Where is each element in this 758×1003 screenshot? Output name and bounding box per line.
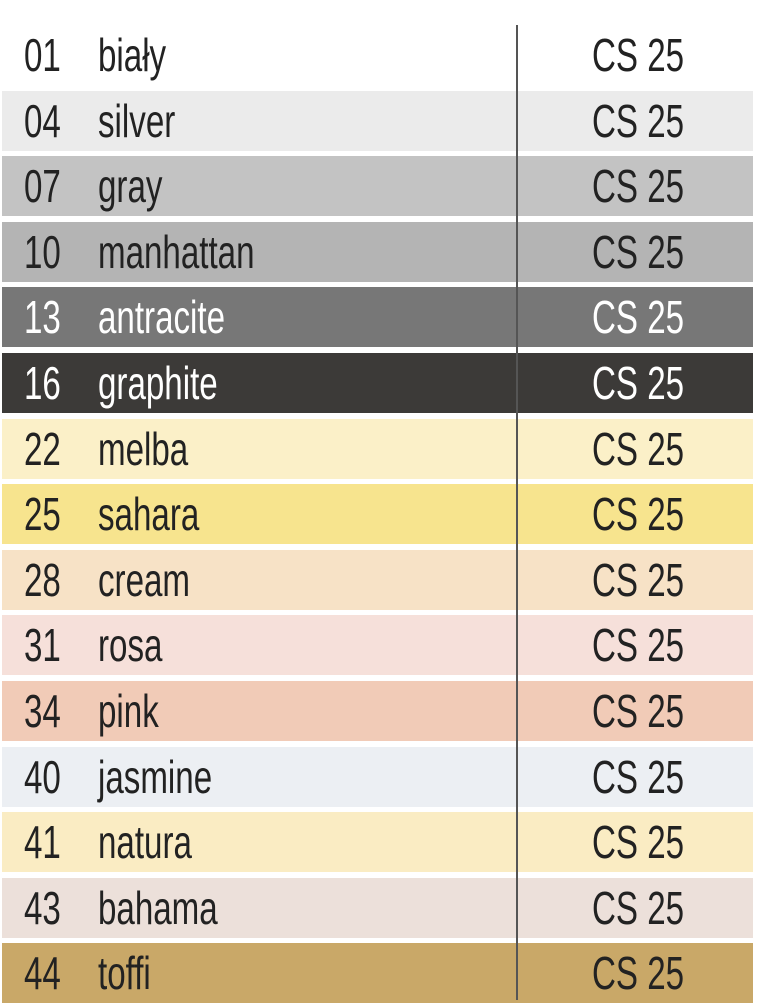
color-row-graphite: 16 graphite CS 25 — [2, 353, 753, 413]
color-code: 43 — [24, 881, 61, 934]
color-code: 01 — [24, 29, 61, 81]
color-name: bahama — [98, 881, 218, 934]
color-code: 25 — [24, 488, 61, 541]
color-code: 40 — [24, 750, 61, 803]
color-name: graphite — [98, 357, 218, 409]
color-name: silver — [98, 94, 176, 147]
product-code: CS 25 — [592, 619, 685, 672]
product-code: CS 25 — [592, 291, 685, 344]
product-code: CS 25 — [592, 225, 685, 278]
color-code: 41 — [24, 816, 61, 869]
product-code: CS 25 — [592, 422, 685, 475]
product-code: CS 25 — [592, 881, 685, 934]
color-name: melba — [98, 422, 189, 475]
color-row-jasmine: 40 jasmine CS 25 — [2, 746, 753, 807]
color-name: natura — [98, 816, 192, 869]
color-row-rosa: 31 rosa CS 25 — [2, 615, 753, 676]
color-name: jasmine — [98, 750, 213, 803]
color-code: 07 — [24, 160, 61, 213]
color-row-natura: 41 natura CS 25 — [2, 812, 753, 873]
color-row-manhattan: 10 manhattan CS 25 — [2, 221, 753, 282]
color-row-antracite: 13 antracite CS 25 — [2, 287, 753, 348]
color-code: 28 — [24, 553, 61, 606]
color-name: gray — [98, 160, 163, 213]
product-code: CS 25 — [592, 685, 685, 737]
color-name: biały — [98, 29, 167, 81]
color-row-cream: 28 cream CS 25 — [2, 549, 753, 610]
color-row-toffi: 44 toffi CS 25 — [2, 943, 753, 1003]
product-code: CS 25 — [592, 94, 685, 147]
color-row-gray: 07 gray CS 25 — [2, 156, 753, 217]
product-code: CS 25 — [592, 488, 685, 541]
column-divider — [516, 25, 518, 1000]
color-name: manhattan — [98, 225, 255, 278]
color-name: pink — [98, 685, 159, 737]
color-code: 13 — [24, 291, 61, 344]
color-code: 16 — [24, 357, 61, 409]
color-name: sahara — [98, 488, 200, 541]
color-name: cream — [98, 553, 191, 606]
color-name: rosa — [98, 619, 163, 672]
color-name: toffi — [98, 947, 151, 1000]
product-code: CS 25 — [592, 816, 685, 869]
product-code: CS 25 — [592, 357, 685, 409]
color-code: 04 — [24, 94, 61, 147]
color-name: antracite — [98, 291, 226, 344]
color-row-bahama: 43 bahama CS 25 — [2, 877, 753, 938]
product-code: CS 25 — [592, 553, 685, 606]
product-code: CS 25 — [592, 947, 685, 1000]
color-row-melba: 22 melba CS 25 — [2, 418, 753, 479]
color-row-sahara: 25 sahara CS 25 — [2, 484, 753, 545]
product-code: CS 25 — [592, 750, 685, 803]
color-row-silver: 04 silver CS 25 — [2, 90, 753, 151]
color-code: 22 — [24, 422, 61, 475]
product-code: CS 25 — [592, 160, 685, 213]
color-code: 10 — [24, 225, 61, 278]
color-code: 44 — [24, 947, 61, 1000]
color-row-pink: 34 pink CS 25 — [2, 681, 753, 741]
product-code: CS 25 — [592, 29, 685, 81]
color-code: 31 — [24, 619, 61, 672]
color-row-biały: 01 biały CS 25 — [2, 25, 753, 85]
color-code: 34 — [24, 685, 61, 737]
